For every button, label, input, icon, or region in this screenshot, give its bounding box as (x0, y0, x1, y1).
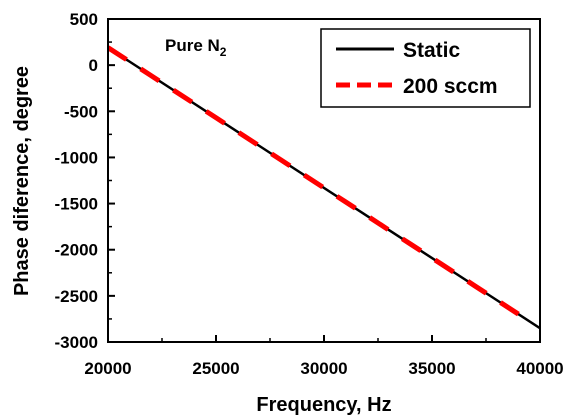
legend: Static 200 sccm (320, 28, 531, 108)
legend-box (320, 28, 531, 108)
x-tick-label: 40000 (516, 359, 563, 378)
annotation-pure-n2: Pure N2 (165, 36, 227, 59)
series-line-200-sccm (108, 45, 520, 317)
annotation-main: Pure N (165, 36, 220, 55)
x-axis-title: Frequency, Hz (256, 394, 391, 416)
y-tick-label: 0 (89, 56, 98, 75)
x-tick-label: 20000 (84, 359, 131, 378)
x-tick-label: 25000 (192, 359, 239, 378)
y-tick-label: -2000 (55, 241, 98, 260)
y-tick-label: 500 (70, 10, 98, 29)
legend-label-200-sccm: 200 sccm (403, 75, 498, 98)
legend-label-static: Static (403, 39, 461, 62)
y-tick-label: -3000 (55, 333, 98, 352)
annotation-subscript: 2 (220, 45, 227, 59)
x-tick-label: 30000 (300, 359, 347, 378)
y-tick-label: -1000 (55, 148, 98, 167)
y-axis-title: Phase diference, degree (11, 66, 33, 296)
y-tick-label: -500 (64, 102, 98, 121)
x-tick-label: 35000 (408, 359, 455, 378)
y-tick-label: -1500 (55, 195, 98, 214)
y-tick-label: -2500 (55, 287, 98, 306)
